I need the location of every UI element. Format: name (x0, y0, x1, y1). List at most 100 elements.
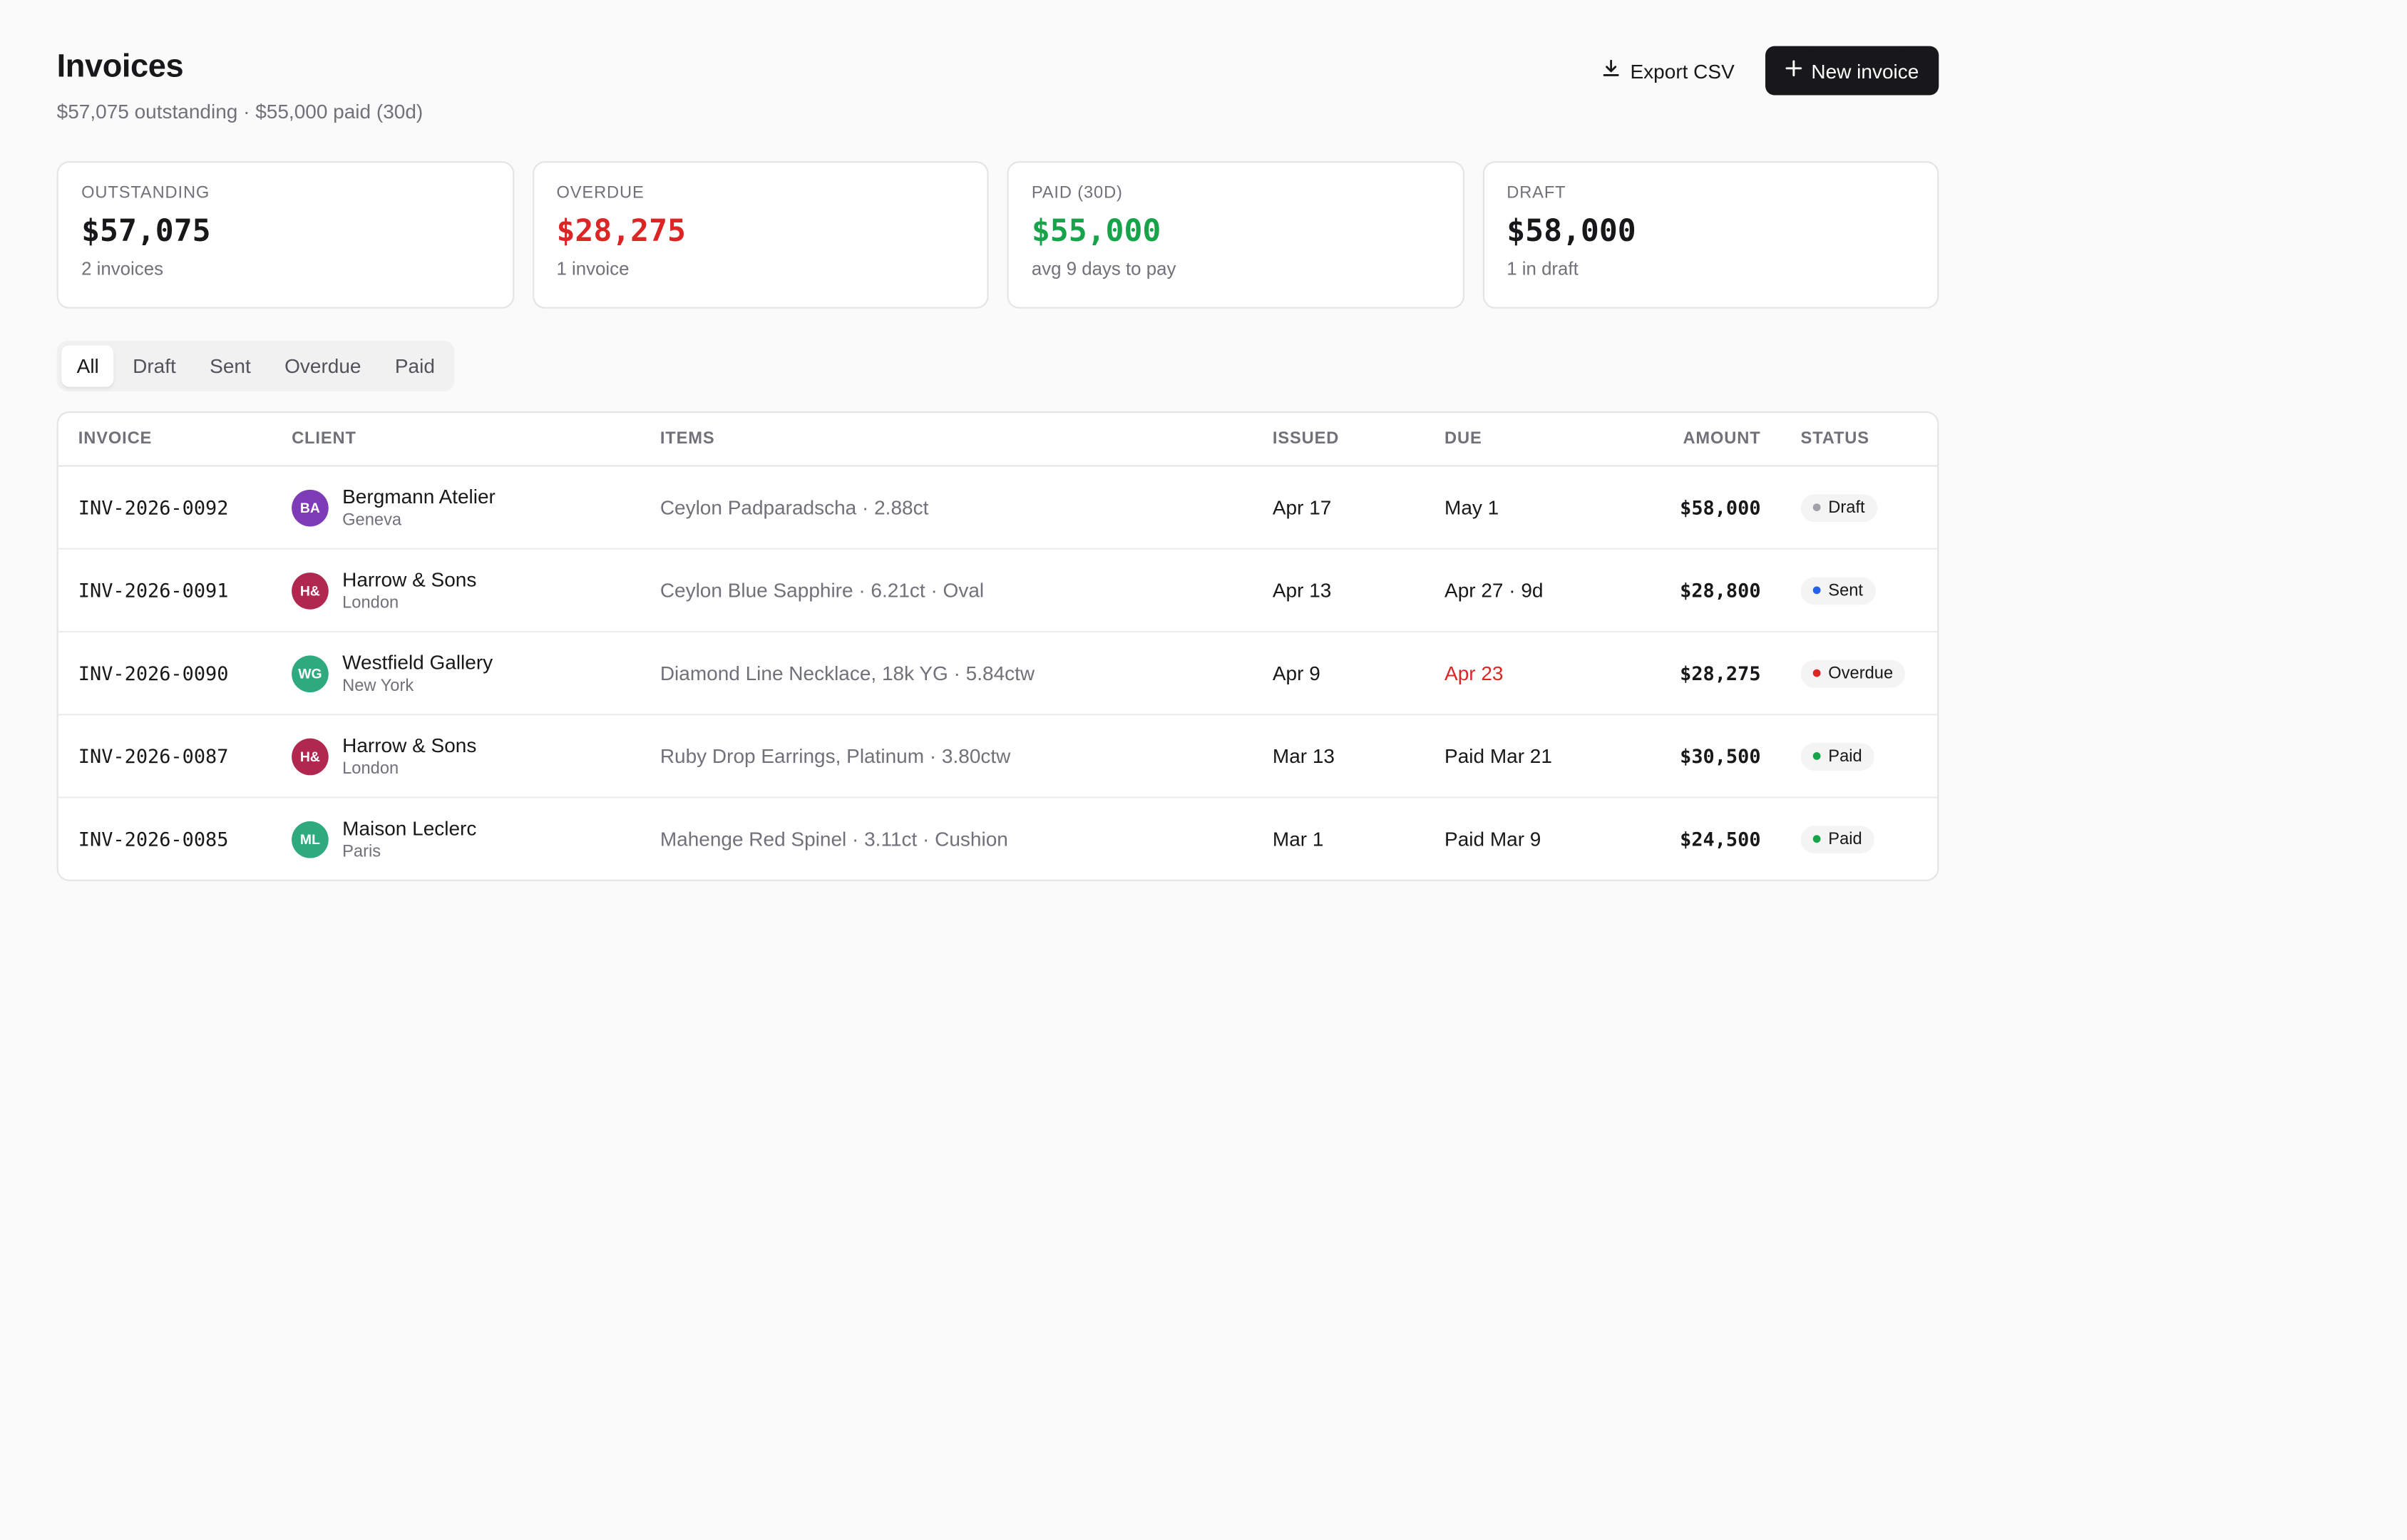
avatar: H& (292, 572, 329, 609)
invoice-number[interactable]: INV-2026-0092 (78, 496, 229, 519)
header-items[interactable]: ITEMS (660, 429, 715, 448)
status-badge: Overdue (1800, 659, 1906, 687)
client-info: Bergmann Atelier Geneva (342, 485, 496, 529)
issued-date: Apr 9 (1272, 661, 1320, 685)
download-icon (1601, 58, 1621, 83)
client-cell: ML Maison Leclerc Paris (292, 799, 476, 880)
tab-all[interactable]: All (61, 345, 115, 387)
invoice-number[interactable]: INV-2026-0090 (78, 661, 229, 685)
draft-card: DRAFT $58,000 1 in draft (1482, 161, 1939, 309)
items-description: Mahenge Red Spinel · 3.11ct · Cushion (660, 827, 1008, 851)
summary-cards: OUTSTANDING $57,075 2 invoices OVERDUE $… (56, 161, 1939, 309)
table-row[interactable]: INV-2026-0087 H& Harrow & Sons London Ruby D… (58, 715, 1938, 799)
page-title: Invoices (56, 48, 184, 85)
plus-icon (1785, 58, 1802, 83)
client-city: Paris (342, 843, 381, 861)
card-subtext: 1 invoice (556, 257, 630, 279)
client-city: New York (342, 677, 414, 696)
status-label: Paid (1828, 746, 1862, 766)
due-date: Apr 23 (1444, 661, 1504, 685)
avatar: H& (292, 737, 329, 775)
tab-sent[interactable]: Sent (210, 354, 251, 378)
paid-card: PAID (30D) $55,000 avg 9 days to pay (1007, 161, 1464, 309)
card-value: $28,275 (556, 212, 686, 249)
overdue-card: OVERDUE $28,275 1 invoice (532, 161, 989, 309)
status-label: Paid (1828, 829, 1862, 848)
status-dot-icon (1812, 669, 1821, 677)
status-badge: Paid (1800, 742, 1874, 770)
export-csv-button[interactable]: Export CSV (1583, 46, 1753, 96)
amount: $28,800 (1680, 578, 1761, 602)
items-description: Diamond Line Necklace, 18k YG · 5.84ctw (660, 661, 1035, 685)
status-label: Draft (1828, 498, 1865, 517)
card-label: PAID (30D) (1031, 184, 1123, 203)
new-invoice-button[interactable]: New invoice (1765, 46, 1939, 96)
card-value: $55,000 (1031, 212, 1161, 249)
table-body: INV-2026-0092 BA Bergmann Atelier Geneva Cey… (58, 467, 1938, 880)
card-label: OVERDUE (556, 184, 645, 203)
status-cell: Overdue (1800, 632, 1906, 714)
client-city: London (342, 759, 399, 779)
items-description: Ceylon Padparadscha · 2.88ct (660, 496, 929, 519)
table-row[interactable]: INV-2026-0092 BA Bergmann Atelier Geneva Cey… (58, 467, 1938, 550)
client-name: Bergmann Atelier (342, 485, 496, 508)
status-cell: Sent (1800, 550, 1876, 631)
tab-overdue[interactable]: Overdue (284, 354, 361, 378)
header-invoice[interactable]: INVOICE (78, 429, 153, 448)
export-csv-label: Export CSV (1630, 58, 1735, 83)
card-subtext: 2 invoices (81, 257, 164, 279)
amount: $58,000 (1680, 496, 1761, 519)
issued-date: Mar 1 (1272, 827, 1324, 851)
status-cell: Paid (1800, 799, 1874, 880)
header-issued[interactable]: ISSUED (1272, 429, 1340, 448)
issued-date: Mar 13 (1272, 744, 1335, 768)
client-name: Westfield Gallery (342, 650, 493, 674)
status-dot-icon (1812, 503, 1821, 511)
header-amount[interactable]: AMOUNT (1683, 429, 1761, 448)
tab-draft[interactable]: Draft (133, 354, 176, 378)
header-client[interactable]: CLIENT (292, 429, 356, 448)
amount: $28,275 (1680, 661, 1761, 685)
client-cell: BA Bergmann Atelier Geneva (292, 467, 496, 548)
client-name: Harrow & Sons (342, 568, 477, 591)
table-row[interactable]: INV-2026-0085 ML Maison Leclerc Paris Maheng… (58, 799, 1937, 880)
card-subtext: 1 in draft (1507, 257, 1579, 279)
card-value: $57,075 (81, 212, 211, 249)
invoice-number[interactable]: INV-2026-0091 (78, 578, 229, 602)
table-row[interactable]: INV-2026-0090 WG Westfield Gallery New York… (58, 632, 1938, 716)
header-status[interactable]: STATUS (1800, 429, 1869, 448)
status-cell: Paid (1800, 715, 1874, 796)
table-header: INVOICE CLIENT ITEMS ISSUED DUE AMOUNT S… (58, 413, 1938, 467)
status-badge: Sent (1800, 576, 1876, 605)
avatar: WG (292, 654, 329, 692)
client-info: Harrow & Sons London (342, 734, 476, 778)
invoice-number[interactable]: INV-2026-0085 (78, 827, 229, 851)
client-cell: WG Westfield Gallery New York (292, 632, 493, 714)
client-info: Maison Leclerc Paris (342, 816, 476, 861)
status-dot-icon (1812, 586, 1821, 595)
invoice-number[interactable]: INV-2026-0087 (78, 744, 229, 768)
client-name: Harrow & Sons (342, 734, 477, 757)
client-info: Harrow & Sons London (342, 568, 476, 612)
client-city: London (342, 594, 399, 613)
table-row[interactable]: INV-2026-0091 H& Harrow & Sons London Ceylon… (58, 550, 1938, 633)
amount: $24,500 (1680, 827, 1761, 851)
status-label: Overdue (1828, 664, 1894, 683)
status-badge: Draft (1800, 493, 1877, 521)
amount: $30,500 (1680, 744, 1761, 768)
client-info: Westfield Gallery New York (342, 651, 493, 695)
invoices-table: INVOICE CLIENT ITEMS ISSUED DUE AMOUNT S… (56, 411, 1939, 881)
card-value: $58,000 (1507, 212, 1636, 249)
due-date: May 1 (1444, 496, 1499, 519)
header-due[interactable]: DUE (1444, 429, 1482, 448)
issued-date: Apr 13 (1272, 578, 1332, 602)
due-date: Paid Mar 9 (1444, 827, 1541, 851)
card-label: OUTSTANDING (81, 184, 210, 203)
status-cell: Draft (1800, 467, 1877, 548)
items-description: Ceylon Blue Sapphire · 6.21ct · Oval (660, 578, 985, 602)
status-badge: Paid (1800, 825, 1874, 853)
issued-date: Apr 17 (1272, 496, 1332, 519)
status-dot-icon (1812, 835, 1821, 843)
tab-paid[interactable]: Paid (394, 354, 435, 378)
client-city: Geneva (342, 510, 402, 530)
